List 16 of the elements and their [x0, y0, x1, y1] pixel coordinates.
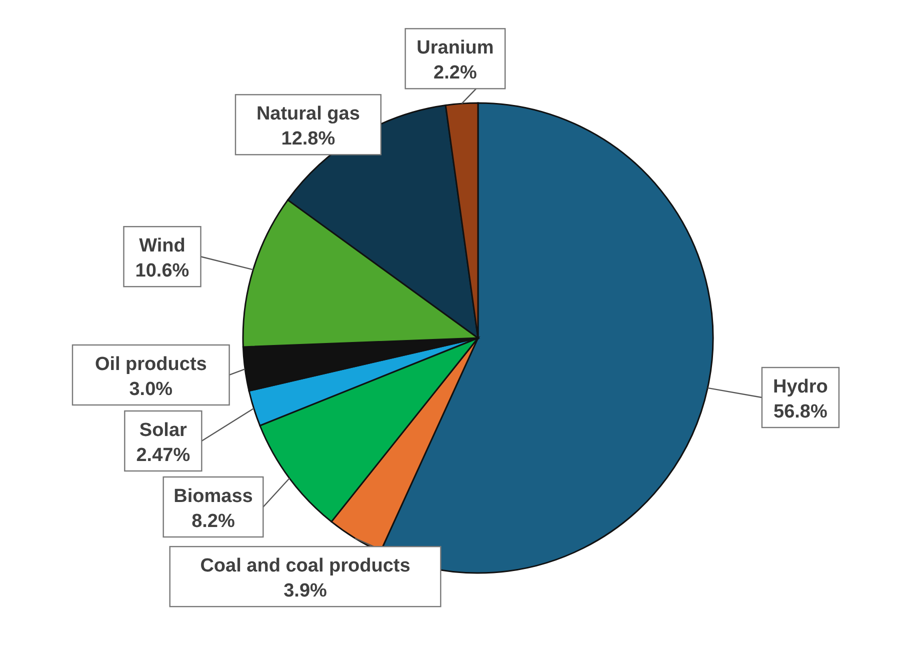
slice-label: Wind	[139, 236, 186, 257]
slice-label: Biomass	[174, 486, 253, 507]
slice-label: Oil products	[94, 354, 207, 375]
data-label: 10.6%	[135, 260, 190, 282]
slice-label: Coal and coal products	[200, 556, 410, 577]
data-label: 56.8%	[774, 402, 828, 423]
slice-label: Natural gas	[256, 104, 360, 125]
slice-label: Hydro	[773, 376, 828, 398]
data-label: 3.0%	[129, 378, 173, 400]
data-label: 2.2%	[434, 62, 477, 84]
slice-label: Uranium	[416, 38, 494, 59]
data-label: 3.9%	[284, 580, 328, 602]
data-label: 8.2%	[192, 510, 235, 532]
data-label: 2.47%	[136, 444, 190, 466]
slice-label: Solar	[139, 420, 188, 441]
data-label: 12.8%	[281, 128, 336, 150]
